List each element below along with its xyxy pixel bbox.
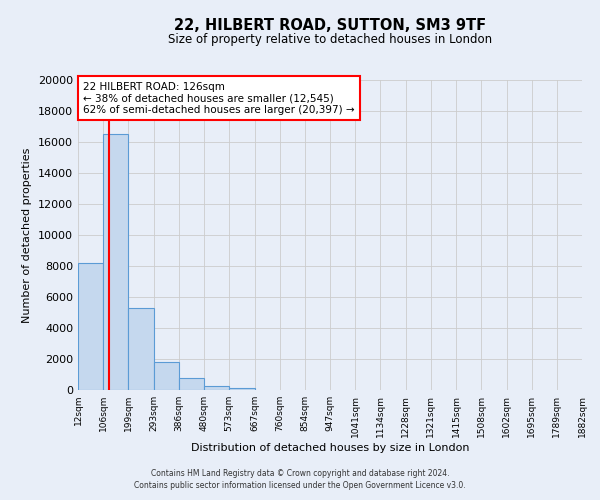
Text: Size of property relative to detached houses in London: Size of property relative to detached ho…	[168, 32, 492, 46]
Bar	[103, 134, 128, 390]
Bar	[204, 386, 229, 390]
Text: Contains HM Land Registry data © Crown copyright and database right 2024.: Contains HM Land Registry data © Crown c…	[151, 468, 449, 477]
Text: 22, HILBERT ROAD, SUTTON, SM3 9TF: 22, HILBERT ROAD, SUTTON, SM3 9TF	[174, 18, 486, 32]
Y-axis label: Number of detached properties: Number of detached properties	[22, 148, 32, 322]
Bar	[128, 308, 154, 390]
Bar	[229, 388, 254, 390]
Bar	[179, 378, 204, 390]
Text: Contains public sector information licensed under the Open Government Licence v3: Contains public sector information licen…	[134, 481, 466, 490]
X-axis label: Distribution of detached houses by size in London: Distribution of detached houses by size …	[191, 442, 469, 452]
Bar	[78, 263, 103, 390]
Text: 22 HILBERT ROAD: 126sqm
← 38% of detached houses are smaller (12,545)
62% of sem: 22 HILBERT ROAD: 126sqm ← 38% of detache…	[83, 82, 355, 115]
Bar	[154, 362, 179, 390]
